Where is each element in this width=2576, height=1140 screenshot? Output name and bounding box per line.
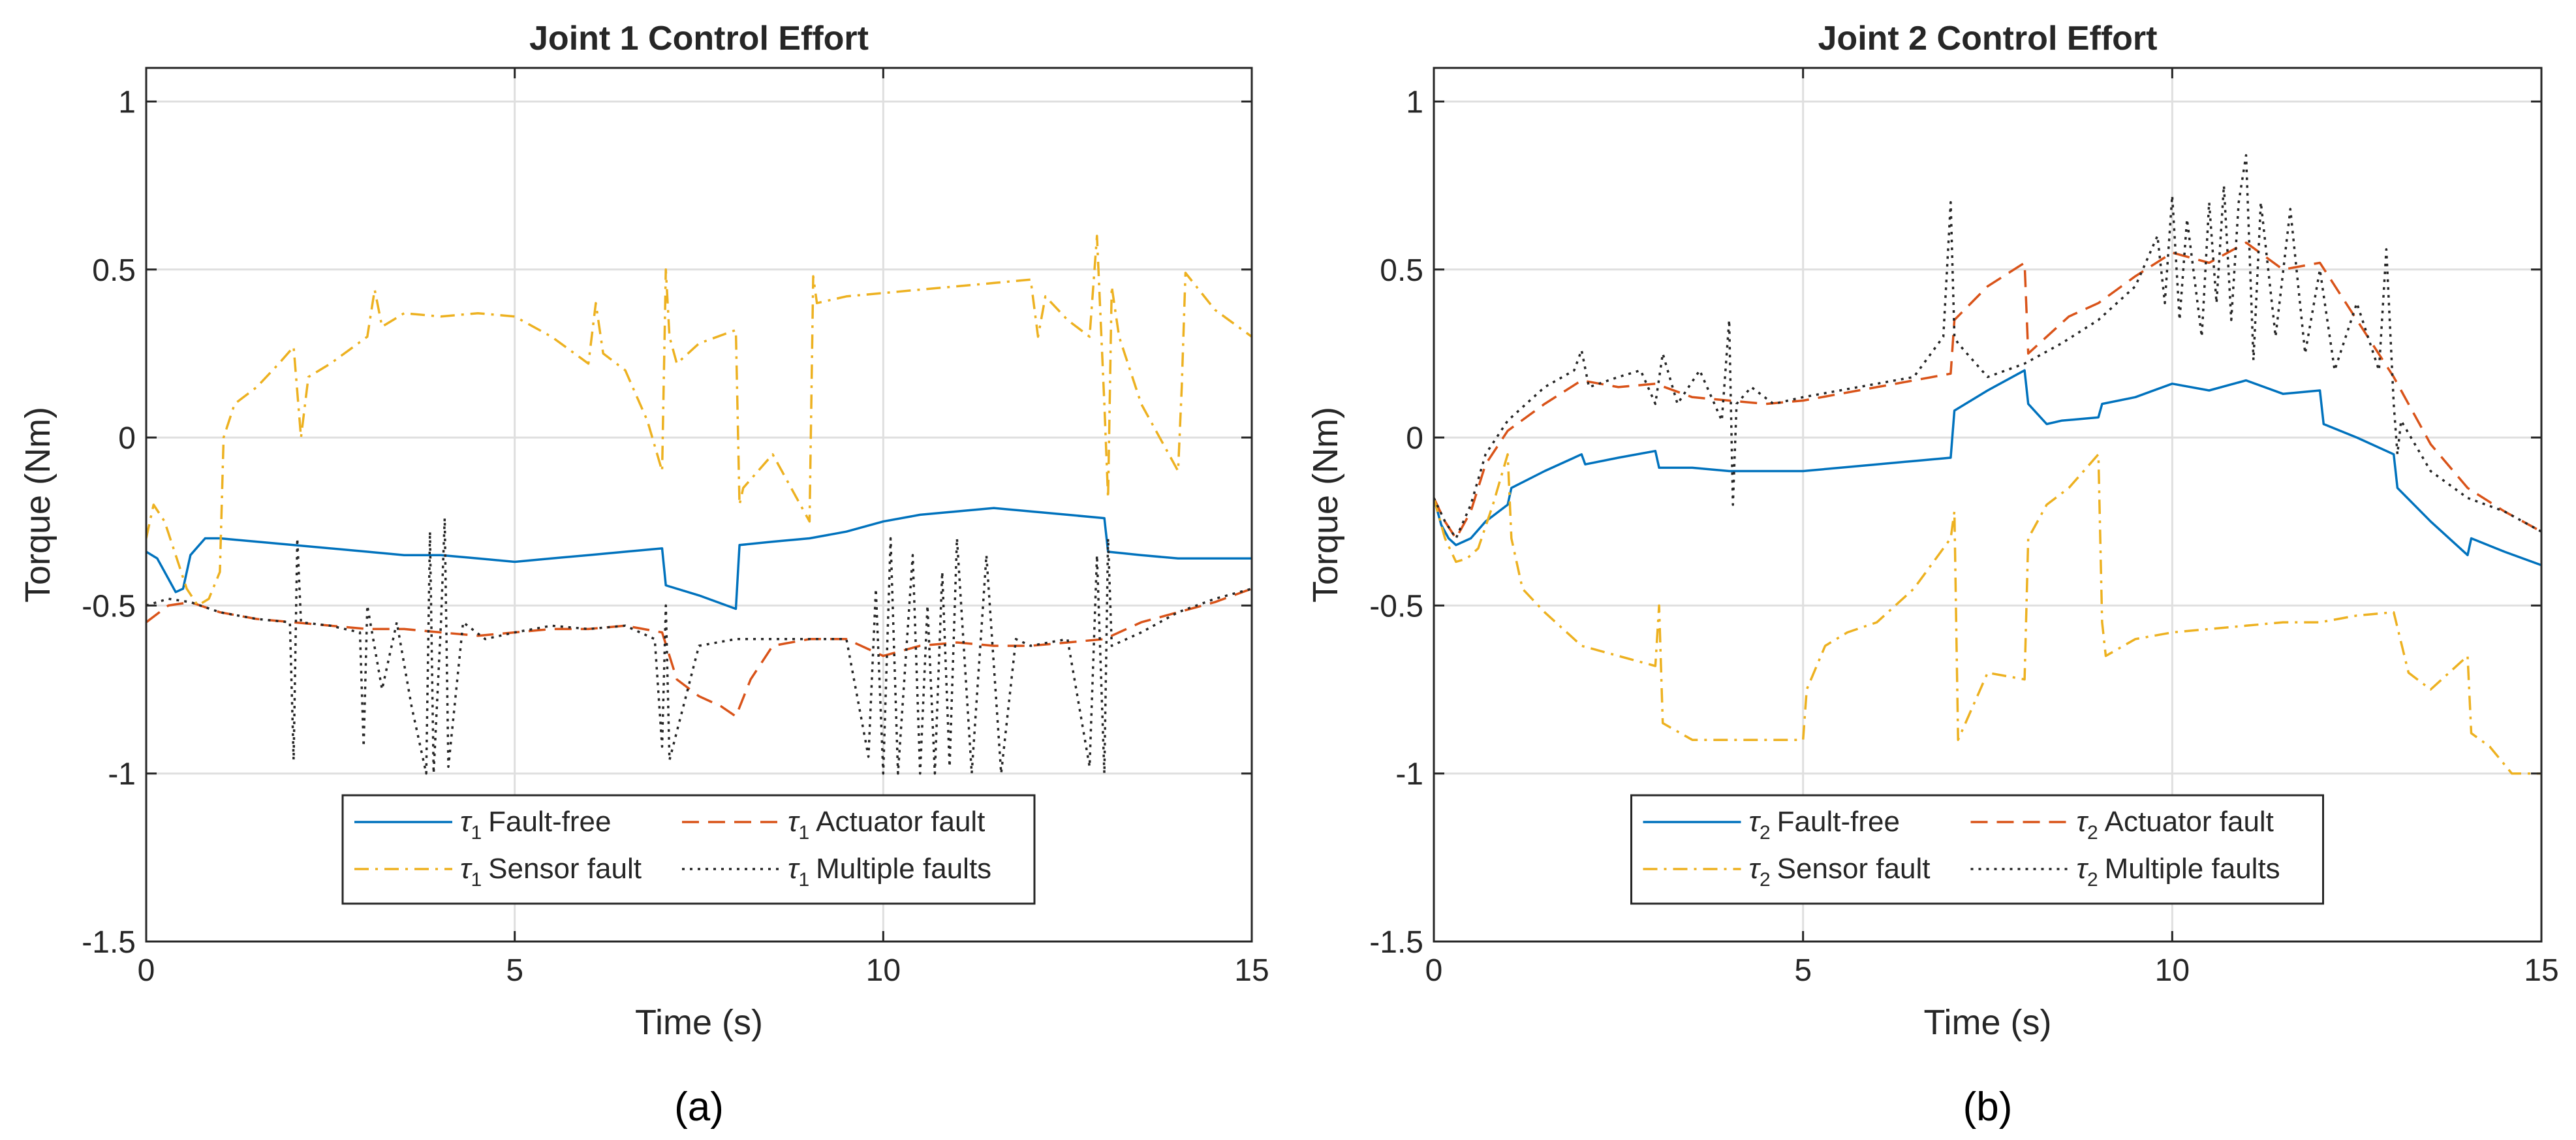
legend-label: τ1 Actuator fault [788,806,985,844]
legend-label: τ1 Multiple faults [788,853,991,891]
series-group [146,234,1252,775]
legend: τ2 Fault-free τ2 Actuator fault τ2 Sensor fau… [1630,794,2324,905]
y-tick-label: -0.5 [82,589,136,624]
y-axis-label: Torque (Nm) [1306,407,1345,603]
series-line-multiple-faults [146,516,1252,775]
legend-label: τ2 Multiple faults [2077,853,2280,891]
series-line-actuator-fault [146,588,1252,718]
legend-entry: τ2 Fault-free [1643,806,1900,844]
chart-panel-1: 0 5 10 15 -1.5 -1 -0.5 0 0.5 1 Joint 1 Control Eff… [18,20,1269,1130]
y-tick-label: 1 [118,85,136,119]
x-axis-label: Time (s) [635,1003,763,1042]
legend-box [341,794,1036,905]
y-tick-label: 0 [118,421,136,456]
x-axis-label: Time (s) [1924,1003,2052,1042]
legend: τ1 Fault-free τ1 Actuator fault τ1 Sensor fau… [341,794,1036,905]
y-tick-label: -1 [1395,757,1423,792]
y-tick-label: -1.5 [1369,925,1423,960]
legend-label: τ1 Sensor fault [460,853,642,891]
legend-entry: τ2 Multiple faults [1970,853,2280,891]
series-line-fault-free [146,507,1252,610]
x-tick-label: 5 [506,953,523,988]
x-tick-label: 10 [866,953,901,988]
legend-entry: τ2 Actuator fault [1970,806,2274,844]
panel-label: (a) [674,1085,724,1130]
legend-label: τ2 Fault-free [1749,806,1900,844]
y-tick-label: 0.5 [92,253,136,288]
x-tick-label: 5 [1794,953,1812,988]
chart-panel-2: 0 5 10 15 -1.5 -1 -0.5 0 0.5 1 Joint 2 Control Eff… [1306,20,2559,1130]
y-axis-label: Torque (Nm) [18,407,57,603]
axes-box [145,67,1253,943]
y-tick-label: -1.5 [82,925,136,960]
x-tick-label: 0 [1425,953,1443,988]
legend-label: τ2 Sensor fault [1749,853,1931,891]
legend-entry: τ1 Fault-free [354,806,611,844]
x-tick-label: 10 [2155,953,2190,988]
panel-label: (b) [1963,1085,2013,1130]
y-tick-label: 1 [1406,85,1423,119]
y-tick-label: -0.5 [1369,589,1423,624]
legend-entry: τ1 Sensor fault [354,853,642,891]
series-line-multiple-faults [1434,154,2541,540]
y-tick-label: 0 [1406,421,1423,456]
y-tick-label: 0.5 [1380,253,1423,288]
series-group [1434,154,2541,775]
chart-title: Joint 1 Control Effort [529,20,869,57]
legend-box [1630,794,2324,905]
axes-box [1433,67,2543,943]
legend-entry: τ1 Multiple faults [682,853,991,891]
legend-entry: τ2 Sensor fault [1643,853,1931,891]
series-line-sensor-fault [146,234,1252,607]
series-line-sensor-fault [1434,453,2541,775]
legend-label: τ2 Actuator fault [2077,806,2274,844]
legend-entry: τ1 Actuator fault [682,806,985,844]
series-line-fault-free [1434,369,2541,567]
x-tick-label: 0 [138,953,155,988]
x-tick-label: 15 [1234,953,1269,988]
legend-label: τ1 Fault-free [460,806,611,844]
x-tick-label: 15 [2524,953,2558,988]
y-tick-label: -1 [108,757,136,792]
chart-title: Joint 2 Control Effort [1818,20,2158,57]
